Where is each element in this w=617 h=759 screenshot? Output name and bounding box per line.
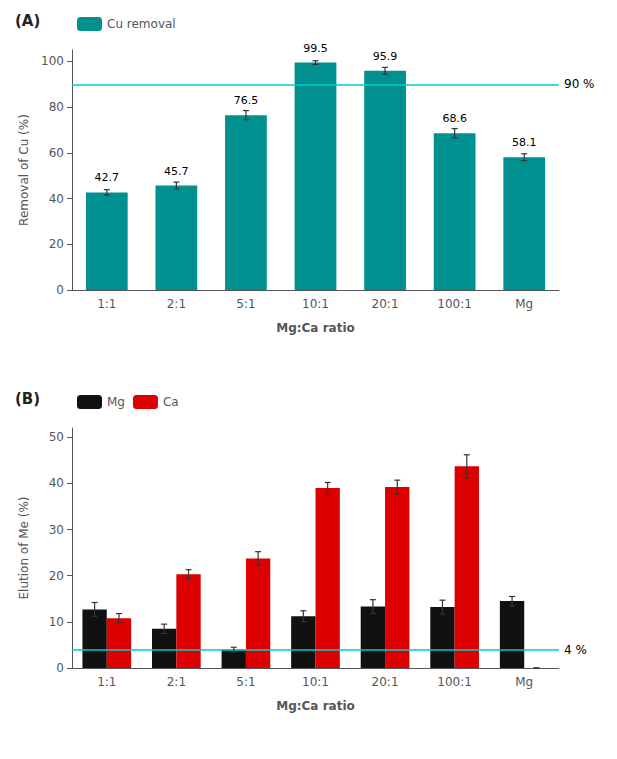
svg-text:2:1: 2:1 (167, 297, 186, 311)
svg-text:1:1: 1:1 (97, 297, 116, 311)
svg-text:Mg: Mg (515, 675, 533, 689)
svg-text:Elution of Me (%): Elution of Me (%) (17, 496, 31, 599)
svg-text:100:1: 100:1 (437, 297, 472, 311)
svg-text:Mg: Mg (107, 395, 125, 409)
svg-text:40: 40 (49, 476, 64, 490)
svg-text:99.5: 99.5 (303, 42, 328, 55)
svg-text:40: 40 (49, 192, 64, 206)
svg-text:5:1: 5:1 (236, 675, 255, 689)
svg-text:Mg: Mg (515, 297, 533, 311)
svg-text:10:1: 10:1 (302, 675, 329, 689)
svg-text:(A): (A) (15, 12, 40, 30)
svg-text:20: 20 (49, 569, 64, 583)
svg-text:100: 100 (41, 54, 64, 68)
svg-text:0: 0 (56, 283, 64, 297)
svg-text:5:1: 5:1 (236, 297, 255, 311)
svg-text:100:1: 100:1 (437, 675, 472, 689)
svg-text:(B): (B) (15, 390, 40, 408)
svg-text:Ca: Ca (163, 395, 179, 409)
svg-text:80: 80 (49, 100, 64, 114)
svg-text:76.5: 76.5 (234, 94, 258, 107)
svg-text:Removal of Cu (%): Removal of Cu (%) (17, 114, 31, 226)
svg-text:4 %: 4 % (564, 643, 587, 657)
svg-text:Cu removal: Cu removal (107, 17, 176, 31)
svg-text:20:1: 20:1 (372, 297, 399, 311)
svg-text:2:1: 2:1 (167, 675, 186, 689)
svg-text:60: 60 (49, 146, 64, 160)
svg-text:20: 20 (49, 237, 64, 251)
svg-text:20:1: 20:1 (372, 675, 399, 689)
svg-text:42.7: 42.7 (95, 171, 120, 184)
svg-text:45.7: 45.7 (164, 165, 189, 178)
svg-text:10:1: 10:1 (302, 297, 329, 311)
svg-text:95.9: 95.9 (373, 50, 398, 63)
svg-text:Mg:Ca ratio: Mg:Ca ratio (276, 321, 355, 335)
svg-text:90 %: 90 % (564, 77, 595, 91)
svg-text:30: 30 (49, 523, 64, 537)
svg-text:68.6: 68.6 (442, 112, 467, 125)
svg-text:58.1: 58.1 (512, 136, 537, 149)
svg-text:50: 50 (49, 430, 64, 444)
svg-text:1:1: 1:1 (97, 675, 116, 689)
svg-text:0: 0 (56, 661, 64, 675)
svg-text:10: 10 (49, 615, 64, 629)
svg-text:Mg:Ca ratio: Mg:Ca ratio (276, 699, 355, 713)
